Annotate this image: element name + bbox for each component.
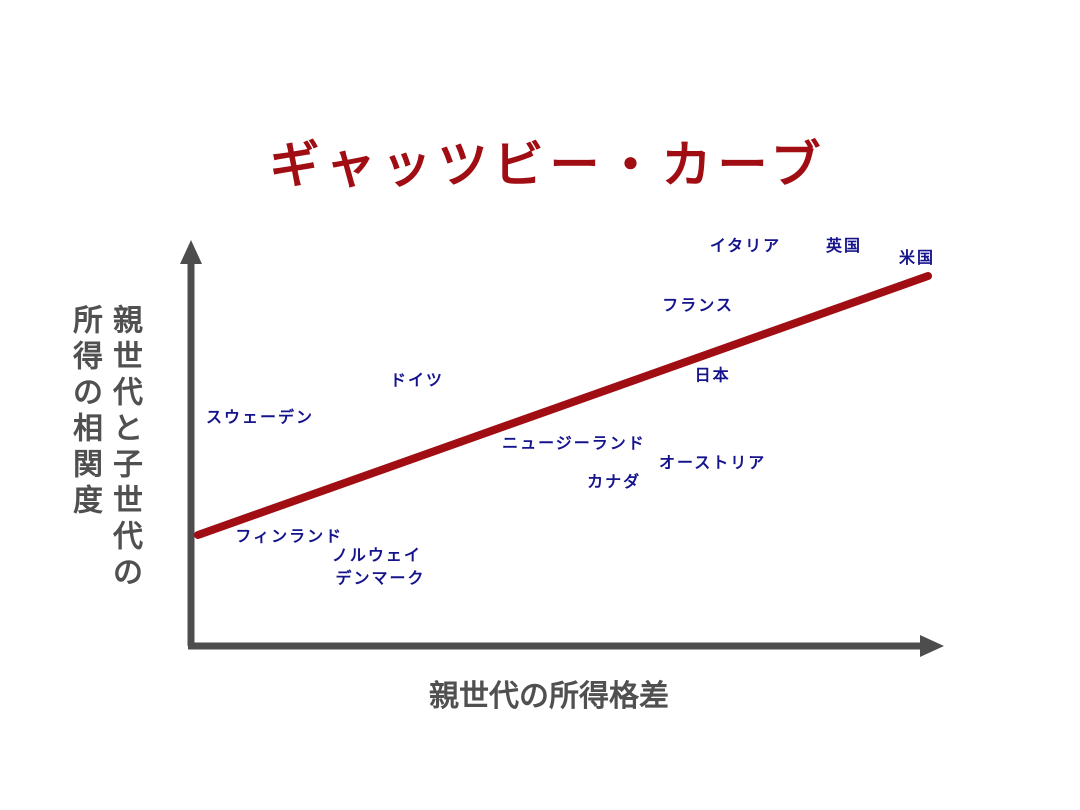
point-label: 英国 — [825, 236, 862, 255]
x-axis-label: 親世代の所得格差 — [429, 679, 669, 714]
point-label: 日本 — [695, 365, 731, 384]
y-axis-label-line: 親世代と子世代の — [112, 304, 143, 591]
point-label: フランス — [662, 295, 734, 314]
point-label: デンマーク — [335, 568, 425, 587]
point-label: ノルウェイ — [332, 546, 422, 565]
point-label: 米国 — [899, 248, 935, 267]
y-axis-arrow — [180, 240, 202, 264]
point-label: オーストリア — [659, 453, 766, 472]
point-label: ニュージーランド — [502, 434, 646, 453]
point-label: イタリア — [710, 236, 781, 255]
trend-line — [194, 272, 932, 539]
x-axis-arrow — [920, 635, 944, 657]
point-label: フィンランド — [235, 526, 343, 545]
point-label: カナダ — [587, 472, 641, 491]
point-label: スウェーデン — [206, 407, 314, 426]
y-axis-label-line: 所得の相関度 — [72, 304, 103, 519]
point-label: ドイツ — [390, 371, 444, 390]
chart-title: ギャッツビー・カーブ — [270, 136, 827, 194]
axes — [180, 240, 944, 657]
